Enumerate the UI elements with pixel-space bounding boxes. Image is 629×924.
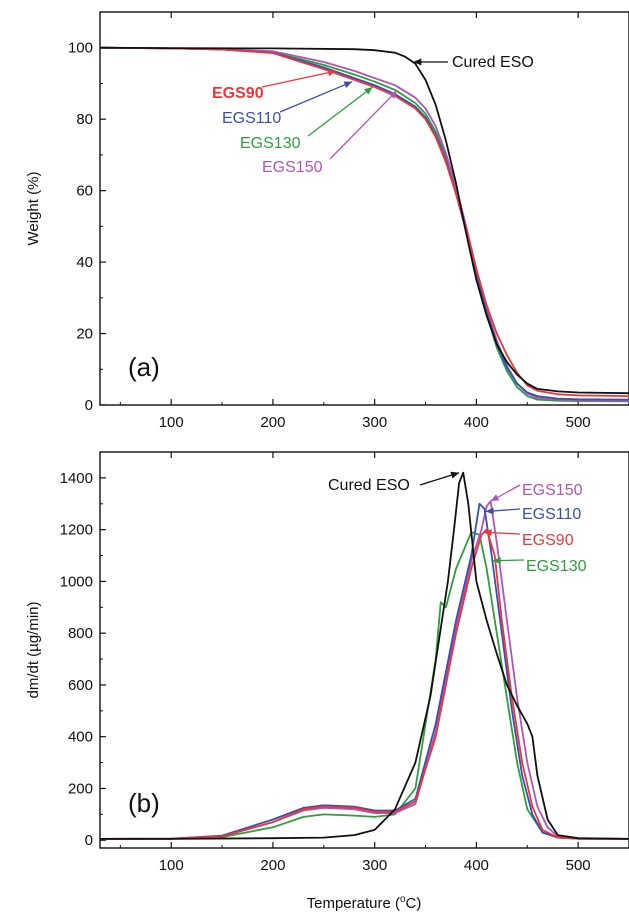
weight-panel-label: (a) — [128, 352, 160, 382]
weight-arrowhead-egs90 — [327, 69, 337, 77]
dtg-y-axis-title: dm/dt (µg/min) — [25, 602, 42, 699]
weight-y-tick-label: 80 — [76, 111, 93, 128]
dtg-x-tick-label: 200 — [260, 857, 285, 874]
dtg-label-egs150: EGS150 — [522, 482, 583, 499]
weight-series-cured-eso — [100, 46, 629, 395]
weight-series-egs130 — [100, 46, 629, 403]
weight-arrow-egs150 — [329, 90, 398, 160]
dtg-arrowhead-egs130 — [492, 557, 501, 565]
dtg-y-tick-label: 0 — [85, 832, 93, 849]
dtg-y-tick-label: 600 — [68, 677, 93, 694]
dtg-x-tick-label: 100 — [159, 857, 184, 874]
weight-series-egs110 — [100, 46, 629, 401]
dtg-series-cured-eso — [100, 471, 629, 840]
dtg-label-egs130: EGS130 — [526, 558, 587, 575]
dtg-label-egs90: EGS90 — [522, 532, 574, 549]
weight-arrowhead-egs130 — [364, 87, 373, 95]
weight-arrow-egs130 — [307, 86, 374, 137]
weight-arrow-egs110 — [279, 81, 353, 113]
derivative-weight-panel: 100 200 300 400 500 0 200 400 600 800 1000 1200 1400… — [25, 451, 629, 874]
weight-y-tick-label: 100 — [68, 40, 93, 57]
dtg-y-tick-label: 1400 — [60, 470, 93, 487]
dtg-y-tick-label: 1200 — [60, 522, 93, 539]
dtg-series-egs130 — [100, 531, 629, 840]
dtg-arrowhead-egs150 — [490, 494, 500, 502]
dtg-arrowhead-cured-eso — [450, 471, 460, 479]
weight-label-egs110: EGS110 — [222, 110, 281, 127]
weight-y-tick-label: 60 — [76, 183, 93, 200]
dtg-y-tick-label: 400 — [68, 729, 93, 746]
weight-plot-frame — [99, 11, 629, 406]
dtg-y-tick-label: 800 — [68, 625, 93, 642]
dtg-x-tick-label: 400 — [464, 857, 489, 874]
weight-x-tick-label: 400 — [464, 414, 489, 431]
x-axis-title: Temperature (oC) — [307, 894, 422, 912]
weight-label-egs90: EGS90 — [212, 85, 264, 102]
weight-y-tick-label: 0 — [85, 397, 93, 414]
weight-label-cured-eso: Cured ESO — [452, 54, 534, 71]
dtg-series-egs110 — [100, 502, 629, 840]
weight-x-tick-label: 100 — [159, 414, 184, 431]
weight-x-tick-label: 300 — [362, 414, 387, 431]
weight-x-tick-label: 500 — [566, 414, 591, 431]
x-axis-title-degree: o — [400, 894, 406, 905]
dtg-series-egs90 — [100, 528, 629, 840]
weight-label-egs150: EGS150 — [262, 159, 323, 176]
dtg-arrowhead-egs90 — [483, 529, 492, 537]
weight-arrowhead-cured-eso — [413, 58, 422, 66]
dtg-y-tick-label: 200 — [68, 780, 93, 797]
weight-x-tick-label: 200 — [260, 414, 285, 431]
weight-series-egs90 — [100, 46, 629, 397]
weight-arrowhead-egs150 — [388, 90, 398, 99]
dtg-x-tick-label: 500 — [566, 857, 591, 874]
x-axis-title-main: Temperature ( — [307, 895, 400, 912]
dtg-plot-frame — [99, 451, 629, 849]
dtg-label-egs110: EGS110 — [522, 506, 581, 523]
dtg-series-egs150 — [100, 500, 629, 840]
dtg-x-tick-label: 300 — [362, 857, 387, 874]
dtg-y-tick-label: 1000 — [60, 573, 93, 590]
weight-label-egs130: EGS130 — [240, 135, 301, 152]
x-axis-title-unit: C) — [406, 895, 422, 912]
weight-y-tick-label: 40 — [76, 254, 93, 271]
dtg-label-cured-eso: Cured ESO — [328, 477, 410, 494]
weight-y-tick-label: 20 — [76, 326, 93, 343]
weight-arrow-egs90 — [261, 70, 337, 88]
weight-series-egs150 — [100, 46, 629, 402]
dtg-arrowhead-egs110 — [485, 507, 494, 515]
dtg-panel-label: (b) — [128, 788, 160, 818]
weight-arrowhead-egs110 — [343, 81, 353, 88]
weight-series-layer — [100, 46, 629, 403]
dtg-series-layer — [100, 471, 629, 840]
weight-loss-panel: 100 200 300 400 500 0 20 40 60 80 100 Weight (%) Cur… — [25, 11, 629, 431]
weight-y-axis-title: Weight (%) — [25, 172, 42, 246]
